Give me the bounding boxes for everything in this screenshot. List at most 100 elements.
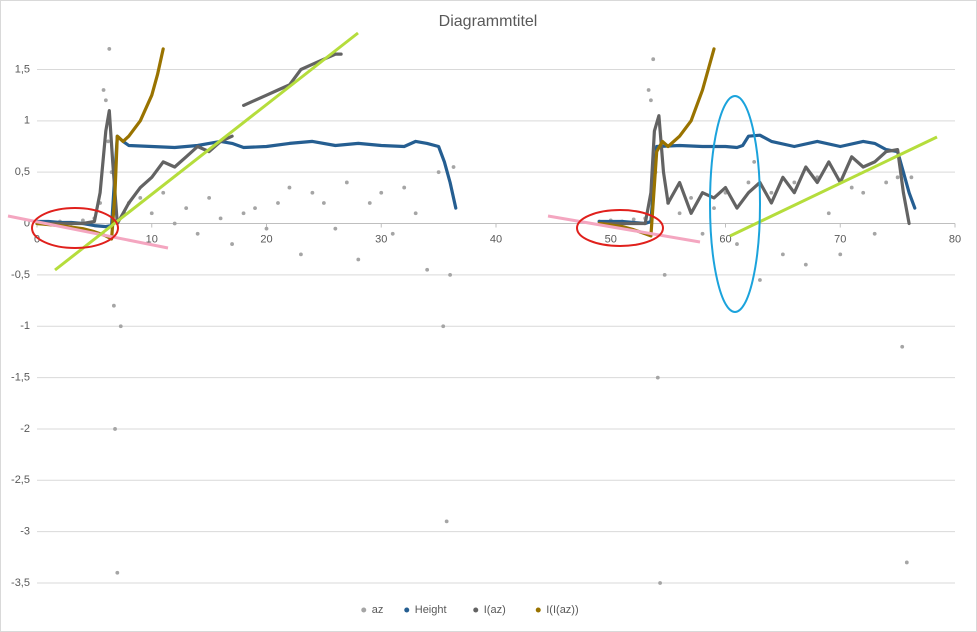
x-tick-label: 70 <box>834 233 846 245</box>
red-ellipse <box>31 207 119 249</box>
point <box>101 88 106 92</box>
point <box>872 231 877 236</box>
point <box>451 165 456 169</box>
point <box>310 190 315 195</box>
y-tick-label: -2 <box>20 423 30 435</box>
point <box>299 252 303 257</box>
legend-marker <box>473 607 479 613</box>
legend-marker <box>535 607 541 613</box>
point <box>321 201 326 205</box>
point <box>356 257 361 262</box>
y-tick-label: -3 <box>20 526 30 538</box>
point <box>441 324 446 329</box>
point <box>658 581 662 585</box>
x-tick-label: 50 <box>605 233 617 245</box>
legend-label: az <box>372 604 384 616</box>
point <box>287 185 292 190</box>
point <box>106 139 111 144</box>
point <box>138 195 143 200</box>
point <box>172 221 177 226</box>
point <box>646 88 651 92</box>
point <box>631 217 636 222</box>
point <box>195 231 200 236</box>
point <box>253 206 257 211</box>
point <box>218 216 223 221</box>
point <box>115 570 120 575</box>
point <box>803 262 808 267</box>
y-tick-label: 0,5 <box>15 166 30 178</box>
x-tick-label: 80 <box>949 233 961 245</box>
legend-marker <box>361 607 367 613</box>
point <box>230 242 234 246</box>
green-line <box>54 31 359 272</box>
point <box>402 185 407 190</box>
x-tick-label: 30 <box>375 233 387 245</box>
point <box>826 211 831 216</box>
x-tick-label: 60 <box>719 233 731 245</box>
point <box>655 375 660 380</box>
point <box>448 272 452 277</box>
x-tick-label: 0 <box>34 233 40 245</box>
point <box>333 226 338 231</box>
point <box>111 303 116 308</box>
point <box>436 170 441 175</box>
point <box>649 98 653 103</box>
grid: 1,5 1 0,5 0 -0,5 -1 -1,5 -2 -2,5 -3 -3,5 0 10 20 30 40 5… <box>11 63 961 589</box>
point <box>379 190 384 195</box>
chart-title: Diagrammtitel <box>439 13 538 30</box>
point <box>113 427 117 431</box>
legend: az Height I(az) I(I(az)) <box>361 604 579 616</box>
point <box>184 206 189 211</box>
point <box>758 278 762 282</box>
blue-ellipse <box>709 95 761 313</box>
x-tick-label: 20 <box>260 233 272 245</box>
point <box>413 211 418 216</box>
legend-label: I(I(az)) <box>546 604 578 616</box>
point <box>689 195 693 200</box>
x-tick-label: 40 <box>490 233 502 245</box>
point <box>838 252 843 257</box>
point <box>909 175 914 180</box>
point <box>780 252 785 257</box>
legend-marker <box>404 607 410 613</box>
point <box>241 211 246 216</box>
y-tick-label: -0,5 <box>11 269 30 281</box>
point <box>849 185 854 190</box>
point <box>390 231 395 236</box>
point <box>746 180 751 185</box>
point <box>276 201 280 205</box>
y-tick-label: -2,5 <box>11 474 30 486</box>
annotations <box>7 31 938 313</box>
pink-line <box>547 214 701 244</box>
point <box>425 267 430 272</box>
point <box>900 344 905 349</box>
point <box>662 272 667 277</box>
point <box>884 180 889 185</box>
point <box>735 242 739 246</box>
point <box>769 190 774 195</box>
point <box>207 195 212 200</box>
y-tick-label: -1 <box>20 320 30 332</box>
point <box>677 211 682 216</box>
point <box>344 180 349 185</box>
point <box>107 47 112 51</box>
point <box>81 218 85 223</box>
red-ellipse <box>576 209 664 247</box>
point <box>904 560 909 565</box>
y-tick-label: 1 <box>24 115 30 127</box>
point <box>149 211 154 216</box>
y-tick-label: 0 <box>24 217 30 229</box>
point <box>712 206 716 211</box>
legend-label: I(az) <box>484 604 506 616</box>
y-tick-label: -3,5 <box>11 577 30 589</box>
legend-label: Height <box>415 604 447 616</box>
point <box>161 190 166 195</box>
y-tick-label: -1,5 <box>11 371 30 383</box>
point <box>444 519 449 524</box>
point <box>367 201 372 205</box>
point <box>118 324 123 329</box>
x-tick-label: 10 <box>146 233 158 245</box>
point <box>103 98 108 103</box>
